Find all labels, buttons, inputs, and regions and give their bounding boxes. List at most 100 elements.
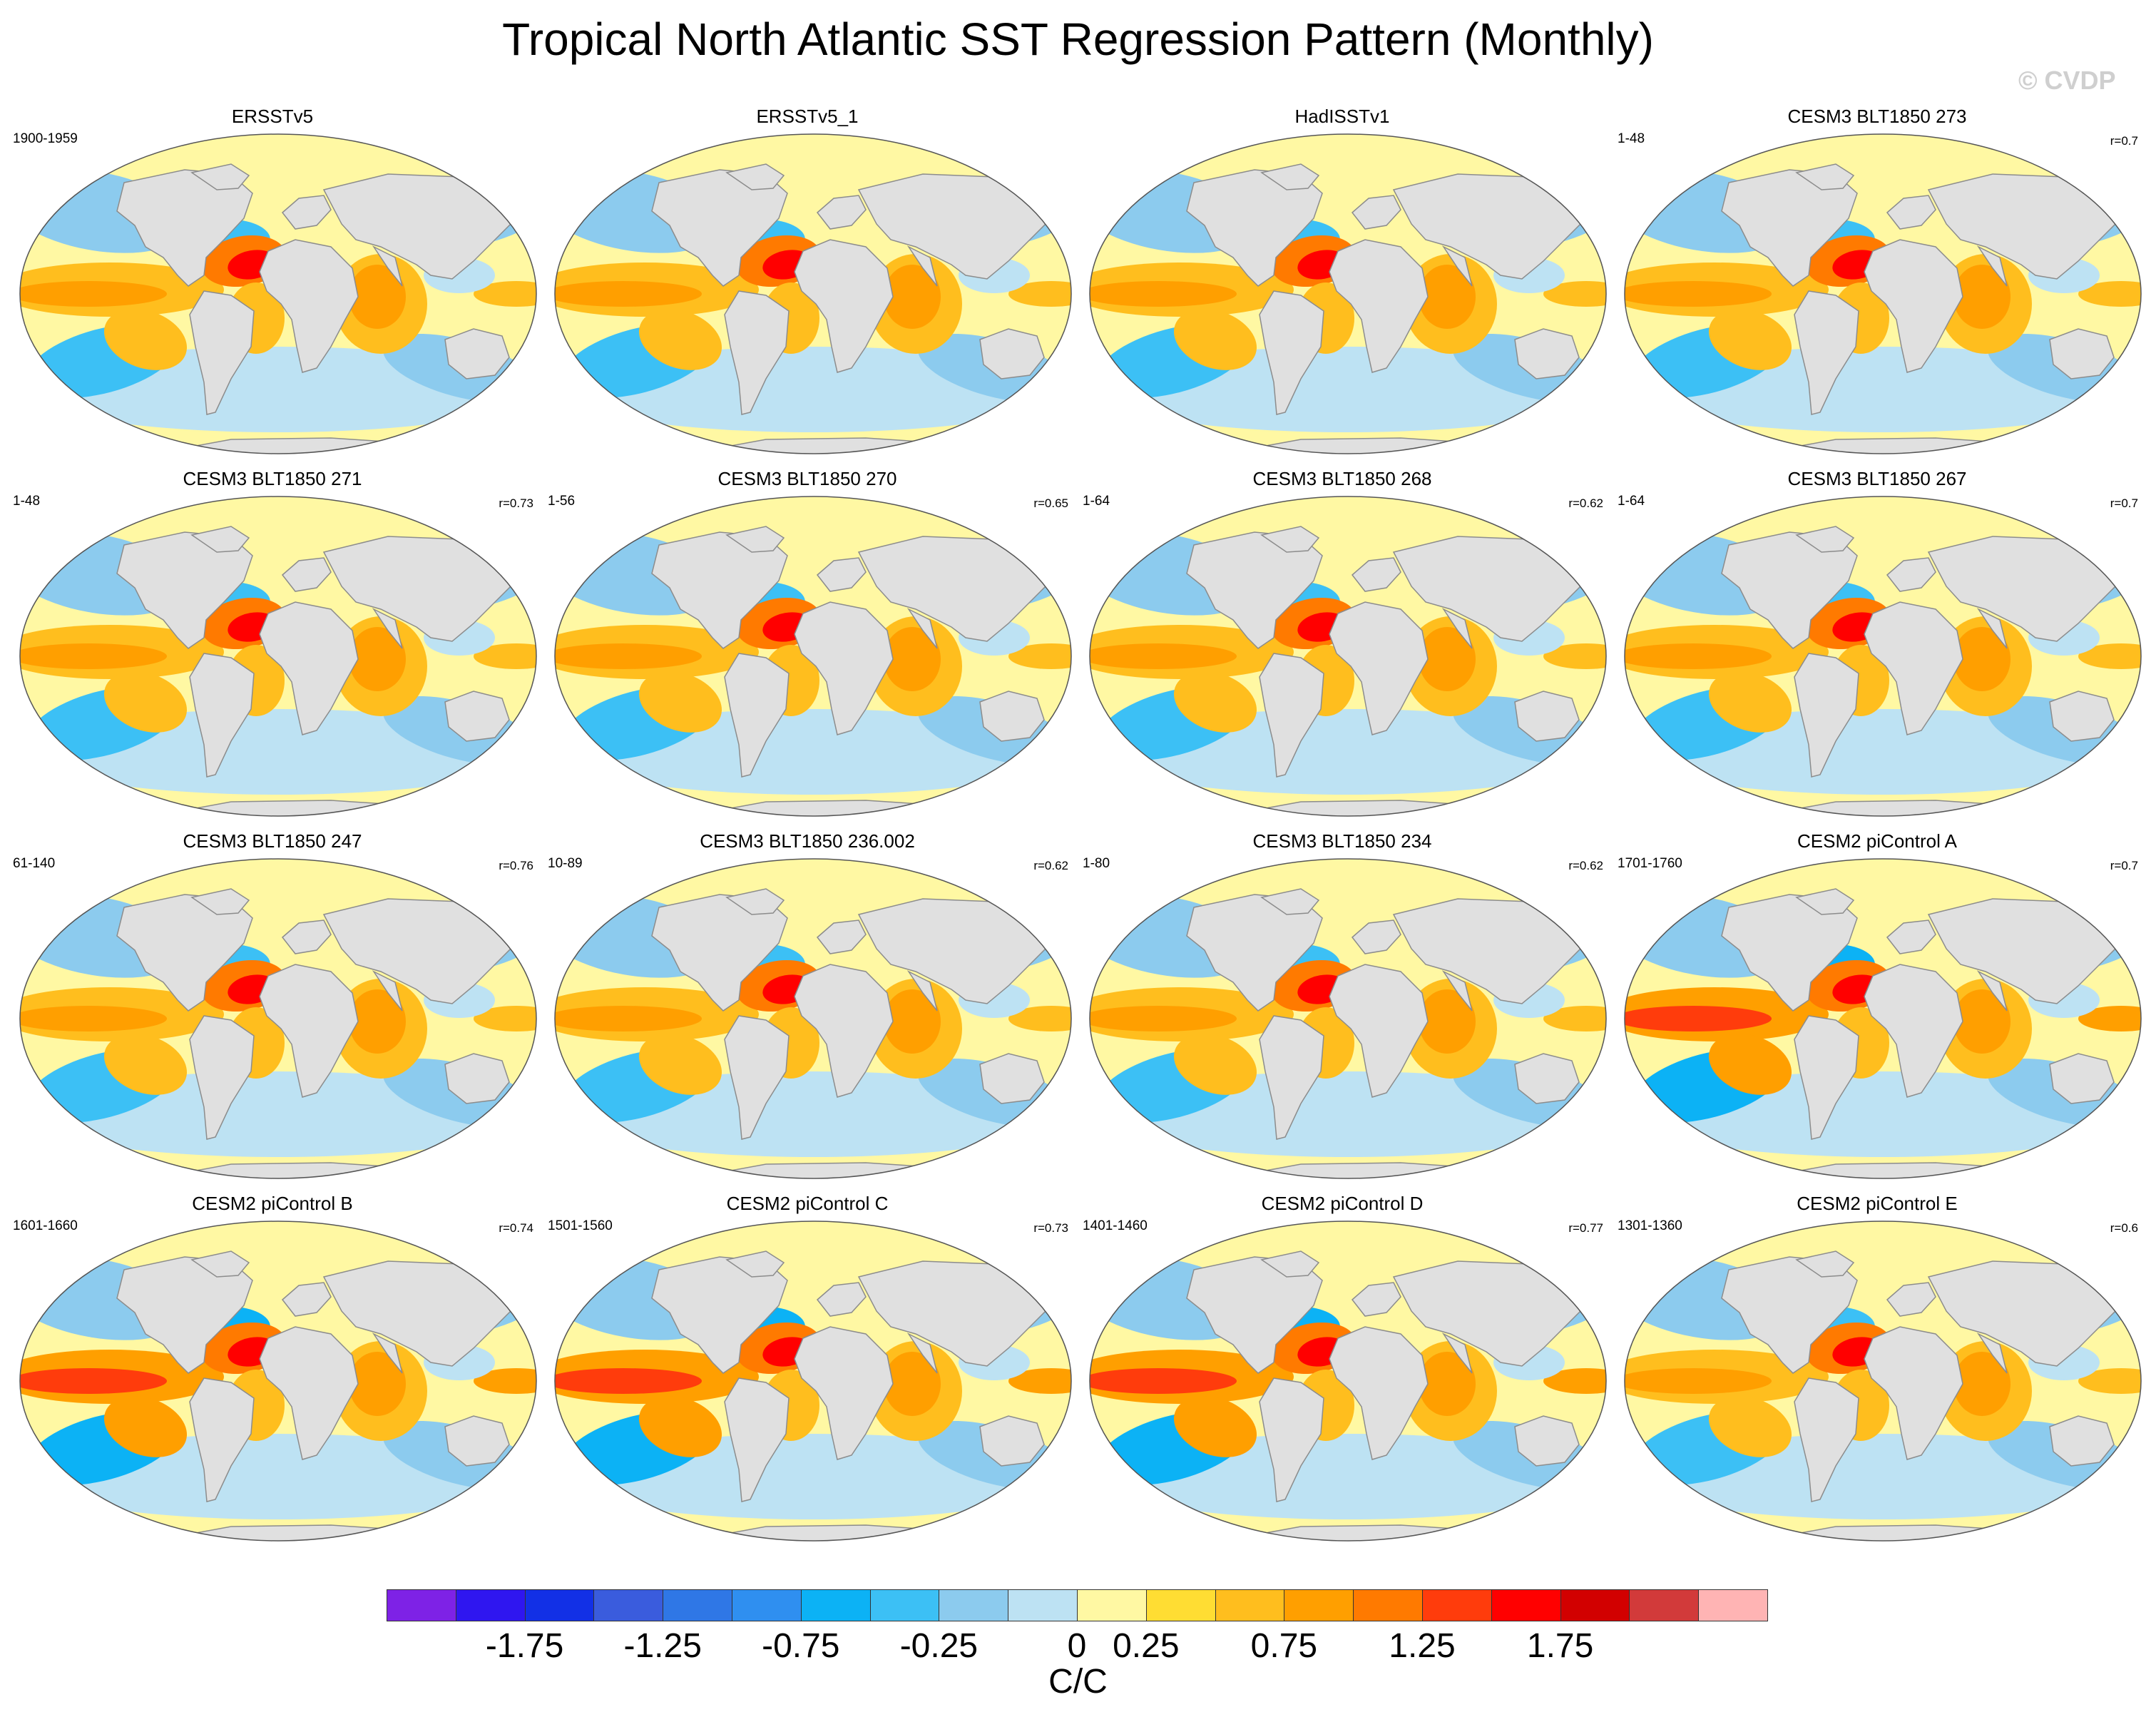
colorbar-box bbox=[455, 1589, 526, 1621]
sst-regression-map bbox=[554, 858, 1072, 1179]
panel-correlation: r=0.73 bbox=[499, 496, 533, 510]
colorbar-box bbox=[387, 1589, 456, 1621]
map-panel: CESM2 piControl A 1701-1760 r=0.7 bbox=[1613, 830, 2142, 1187]
landmass bbox=[794, 1326, 894, 1460]
landmass bbox=[444, 1415, 510, 1467]
map-panel: CESM3 BLT1850 267 1-64 r=0.7 bbox=[1613, 468, 2142, 825]
landmass bbox=[1514, 1053, 1580, 1104]
landmass bbox=[2049, 691, 2115, 742]
panel-correlation: r=0.62 bbox=[1568, 859, 1603, 872]
colorbar-box bbox=[663, 1589, 732, 1621]
landmass bbox=[906, 1333, 938, 1374]
landmass bbox=[979, 1415, 1045, 1467]
colorbar-box bbox=[1145, 1589, 1216, 1621]
landmass bbox=[281, 919, 332, 954]
sst-regression-map bbox=[1624, 133, 2142, 454]
map-outline bbox=[19, 133, 537, 454]
map-panel: CESM3 BLT1850 234 1-80 r=0.62 bbox=[1078, 830, 1607, 1187]
colorbar-tick-label: -1.25 bbox=[623, 1627, 702, 1665]
colorbar-box bbox=[800, 1589, 871, 1621]
panel-years: 1601-1660 bbox=[13, 1218, 78, 1233]
map-outline bbox=[1089, 496, 1607, 817]
sst-field bbox=[20, 1221, 536, 1541]
landmass bbox=[1976, 245, 2008, 287]
colorbar-box bbox=[1629, 1589, 1700, 1621]
panel-years: 1401-1460 bbox=[1083, 1218, 1148, 1233]
landmass bbox=[444, 328, 510, 379]
landmass bbox=[725, 1250, 785, 1278]
map-outline bbox=[554, 858, 1072, 1179]
panel-title: CESM2 piControl B bbox=[192, 1193, 353, 1214]
sst-field bbox=[555, 496, 1071, 816]
colorbar-box bbox=[869, 1589, 940, 1621]
colorbar-box bbox=[1422, 1589, 1492, 1621]
landmass bbox=[1795, 1250, 1855, 1278]
landmass bbox=[1514, 691, 1580, 742]
landmass bbox=[1976, 970, 2008, 1012]
map-outline bbox=[19, 496, 537, 817]
map-panel: CESM3 BLT1850 271 1-48 r=0.73 bbox=[9, 468, 537, 825]
colorbar-box bbox=[732, 1589, 802, 1621]
map-panel: CESM2 piControl B 1601-1660 r=0.74 bbox=[9, 1193, 537, 1549]
colorbar-box bbox=[1353, 1589, 1423, 1621]
panel-correlation: r=0.7 bbox=[2110, 496, 2138, 510]
landmass bbox=[372, 608, 403, 649]
sst-field bbox=[20, 496, 536, 816]
panel-correlation: r=0.6 bbox=[2110, 1221, 2138, 1235]
landmass bbox=[372, 245, 403, 287]
panel-correlation: r=0.62 bbox=[1033, 859, 1068, 872]
sst-field bbox=[1090, 134, 1606, 454]
colorbar-tick-label: 0.75 bbox=[1250, 1627, 1318, 1665]
landmass bbox=[1351, 1282, 1401, 1317]
panel-title: CESM3 BLT1850 271 bbox=[183, 468, 362, 489]
panel-title: CESM2 piControl E bbox=[1797, 1193, 1958, 1214]
sst-regression-map bbox=[19, 858, 537, 1179]
map-panel: ERSSTv5_1 bbox=[543, 106, 1072, 462]
landmass bbox=[1329, 1326, 1429, 1460]
landmass bbox=[189, 1015, 255, 1140]
colorbar-tick-label: -1.75 bbox=[485, 1627, 564, 1665]
map-outline bbox=[1089, 133, 1607, 454]
panel-title: CESM2 piControl D bbox=[1261, 1193, 1424, 1214]
landmass bbox=[444, 691, 510, 742]
landmass bbox=[189, 1377, 255, 1502]
landmass bbox=[816, 919, 867, 954]
map-outline bbox=[554, 496, 1072, 817]
colorbar-box bbox=[1077, 1589, 1147, 1621]
panel-title: CESM2 piControl A bbox=[1797, 830, 1957, 852]
panel-title: CESM2 piControl C bbox=[726, 1193, 889, 1214]
landmass bbox=[724, 653, 790, 778]
sst-field bbox=[1090, 496, 1606, 816]
sst-regression-map bbox=[19, 133, 537, 454]
sst-field bbox=[20, 134, 536, 454]
landmass bbox=[725, 888, 785, 915]
map-outline bbox=[19, 1221, 537, 1542]
colorbar-tick-label: 0.25 bbox=[1113, 1627, 1180, 1665]
panel-years: 1501-1560 bbox=[548, 1218, 613, 1233]
sst-regression-map bbox=[1089, 1221, 1607, 1542]
landmass bbox=[1260, 526, 1320, 553]
landmass bbox=[1259, 290, 1324, 415]
landmass bbox=[906, 970, 938, 1012]
landmass bbox=[190, 888, 250, 915]
colorbar-box bbox=[1491, 1589, 1561, 1621]
landmass bbox=[189, 290, 255, 415]
landmass bbox=[724, 1015, 790, 1140]
sst-field bbox=[1090, 859, 1606, 1178]
sst-regression-map bbox=[1624, 858, 2142, 1179]
landmass bbox=[725, 526, 785, 553]
panel-years: 1301-1360 bbox=[1618, 1218, 1682, 1233]
landmass bbox=[259, 239, 359, 373]
map-panel: CESM3 BLT1850 270 1-56 r=0.65 bbox=[543, 468, 1072, 825]
landmass bbox=[816, 195, 867, 230]
panel-years: 61-140 bbox=[13, 856, 56, 871]
colorbar-box bbox=[593, 1589, 664, 1621]
landmass bbox=[724, 290, 790, 415]
landmass bbox=[190, 526, 250, 553]
landmass bbox=[259, 1326, 359, 1460]
map-panel: CESM2 piControl D 1401-1460 r=0.77 bbox=[1078, 1193, 1607, 1549]
sst-regression-map bbox=[1089, 133, 1607, 454]
landmass bbox=[1329, 239, 1429, 373]
sst-regression-map bbox=[1089, 496, 1607, 817]
landmass bbox=[724, 1377, 790, 1502]
